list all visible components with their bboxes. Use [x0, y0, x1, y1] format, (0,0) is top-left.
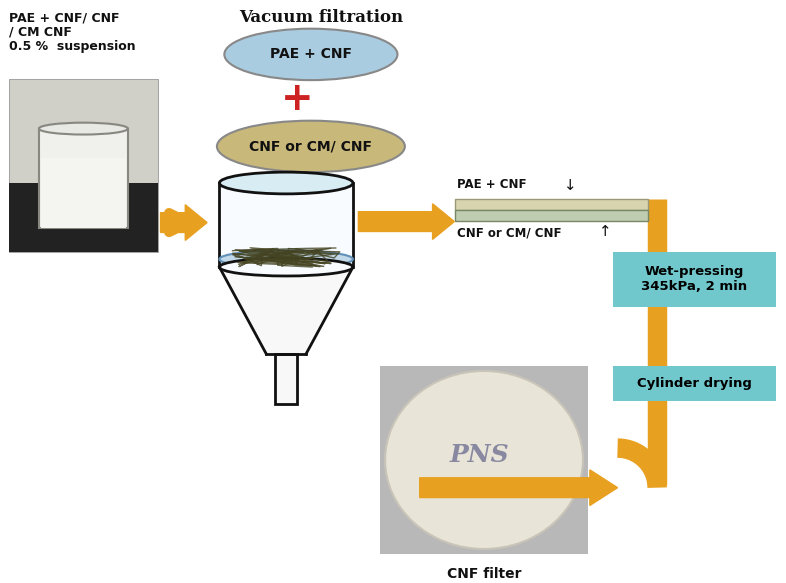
FancyBboxPatch shape — [9, 79, 157, 252]
FancyArrow shape — [420, 470, 618, 505]
Text: PAE + CNF: PAE + CNF — [457, 178, 527, 191]
Text: PNS: PNS — [450, 443, 509, 467]
Text: PAE + CNF: PAE + CNF — [270, 47, 352, 61]
Ellipse shape — [219, 258, 353, 276]
Text: +: + — [281, 80, 314, 118]
FancyBboxPatch shape — [380, 366, 588, 554]
FancyBboxPatch shape — [39, 129, 128, 227]
Text: PAE + CNF/ CNF: PAE + CNF/ CNF — [9, 12, 119, 25]
FancyBboxPatch shape — [219, 183, 353, 267]
Text: Cylinder drying: Cylinder drying — [637, 377, 751, 390]
FancyBboxPatch shape — [275, 354, 297, 403]
Ellipse shape — [217, 121, 405, 172]
Ellipse shape — [39, 122, 128, 135]
FancyBboxPatch shape — [41, 158, 126, 227]
Text: CNF or CM/ CNF: CNF or CM/ CNF — [457, 227, 562, 240]
FancyArrow shape — [160, 205, 207, 240]
Text: ch  ko: ch ko — [492, 481, 516, 489]
FancyBboxPatch shape — [9, 183, 157, 252]
FancyBboxPatch shape — [612, 366, 776, 401]
FancyBboxPatch shape — [612, 252, 776, 307]
Ellipse shape — [219, 250, 353, 268]
FancyBboxPatch shape — [455, 199, 648, 210]
Ellipse shape — [224, 29, 398, 80]
Ellipse shape — [385, 371, 583, 549]
Ellipse shape — [219, 172, 353, 194]
Text: ↑: ↑ — [593, 223, 612, 238]
Text: 0.5 %  suspension: 0.5 % suspension — [9, 40, 136, 52]
Text: / CM CNF: / CM CNF — [9, 26, 72, 38]
FancyBboxPatch shape — [455, 210, 648, 220]
Text: ↓: ↓ — [559, 178, 577, 193]
Text: CNF filter: CNF filter — [446, 567, 521, 581]
Text: Wet-pressing
345kPa, 2 min: Wet-pressing 345kPa, 2 min — [641, 265, 747, 293]
Polygon shape — [219, 267, 353, 354]
Text: CNF or CM/ CNF: CNF or CM/ CNF — [249, 139, 373, 153]
Text: Vacuum filtration: Vacuum filtration — [239, 9, 403, 26]
FancyArrow shape — [358, 204, 454, 240]
